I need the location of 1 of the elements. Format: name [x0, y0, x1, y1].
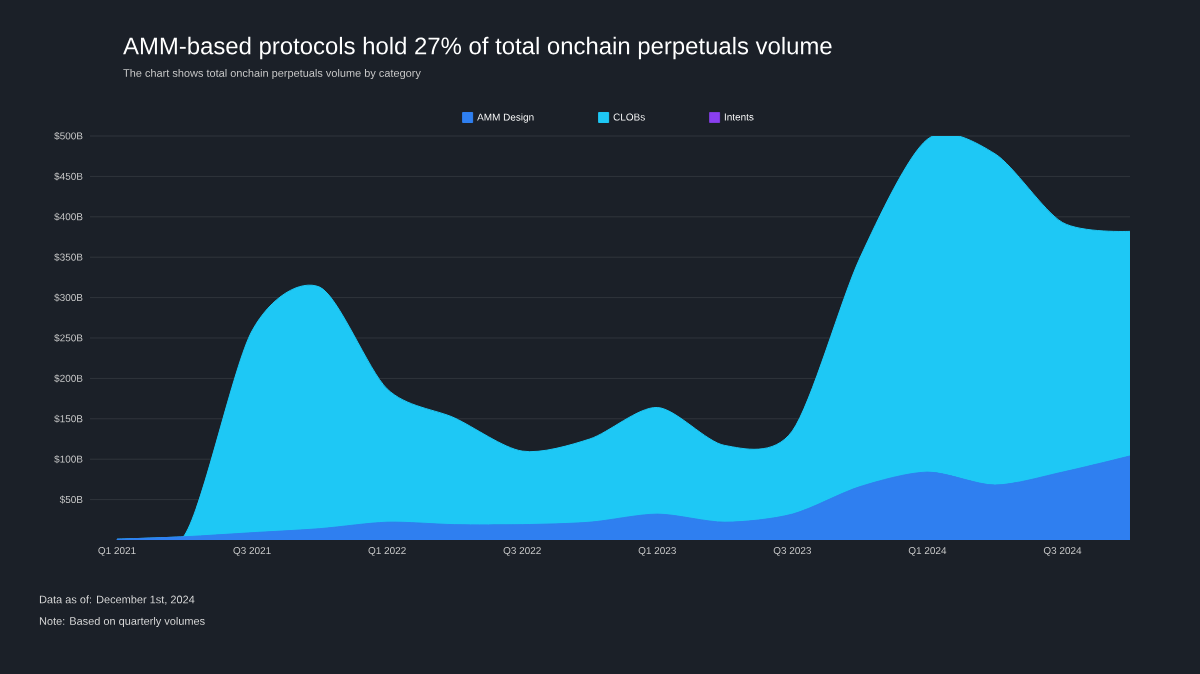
- chart-title: AMM-based protocols hold 27% of total onchain perpetuals volume: [123, 36, 832, 60]
